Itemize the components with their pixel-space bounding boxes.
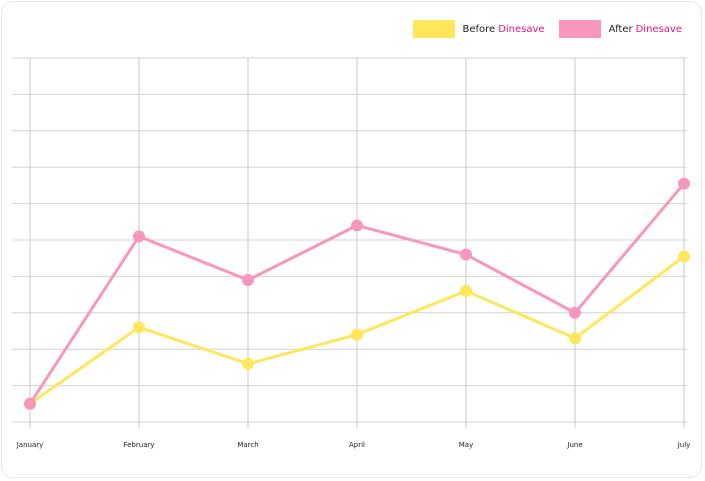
x-tick-label: June (566, 441, 582, 449)
x-tick-label: May (459, 441, 473, 449)
data-point-before (242, 357, 254, 370)
legend-swatch-after (558, 20, 601, 38)
legend-label-after-prefix: After (608, 23, 633, 35)
x-axis-ticks: January February March April May June July (16, 441, 691, 449)
data-point-after (133, 230, 145, 243)
chart-legend: Before Dinesave After Dinesave (399, 20, 682, 38)
data-point-before (460, 284, 472, 297)
legend-label-before-brand: Dinesave (498, 23, 545, 35)
data-point-after (351, 219, 363, 232)
x-tick-label: January (16, 441, 44, 449)
legend-item-before: Before Dinesave (412, 20, 545, 38)
data-point-after (24, 397, 36, 410)
data-point-after (242, 274, 254, 287)
legend-label-after-brand: Dinesave (635, 23, 682, 35)
data-point-before (351, 328, 363, 341)
x-tick-label: February (123, 441, 154, 449)
data-point-before (133, 321, 145, 334)
x-tick-label: July (677, 441, 691, 449)
data-point-after (569, 306, 581, 319)
legend-item-after: After Dinesave (558, 20, 682, 38)
legend-swatch-before (412, 20, 455, 38)
chart-grid (12, 57, 687, 428)
legend-label-before-prefix: Before (462, 23, 496, 35)
data-point-before (678, 250, 690, 263)
data-point-before (569, 332, 581, 345)
data-point-after (678, 177, 690, 190)
x-tick-label: March (237, 441, 258, 449)
chart-series (24, 177, 690, 410)
x-tick-label: April (349, 441, 365, 449)
data-point-after (460, 248, 472, 261)
